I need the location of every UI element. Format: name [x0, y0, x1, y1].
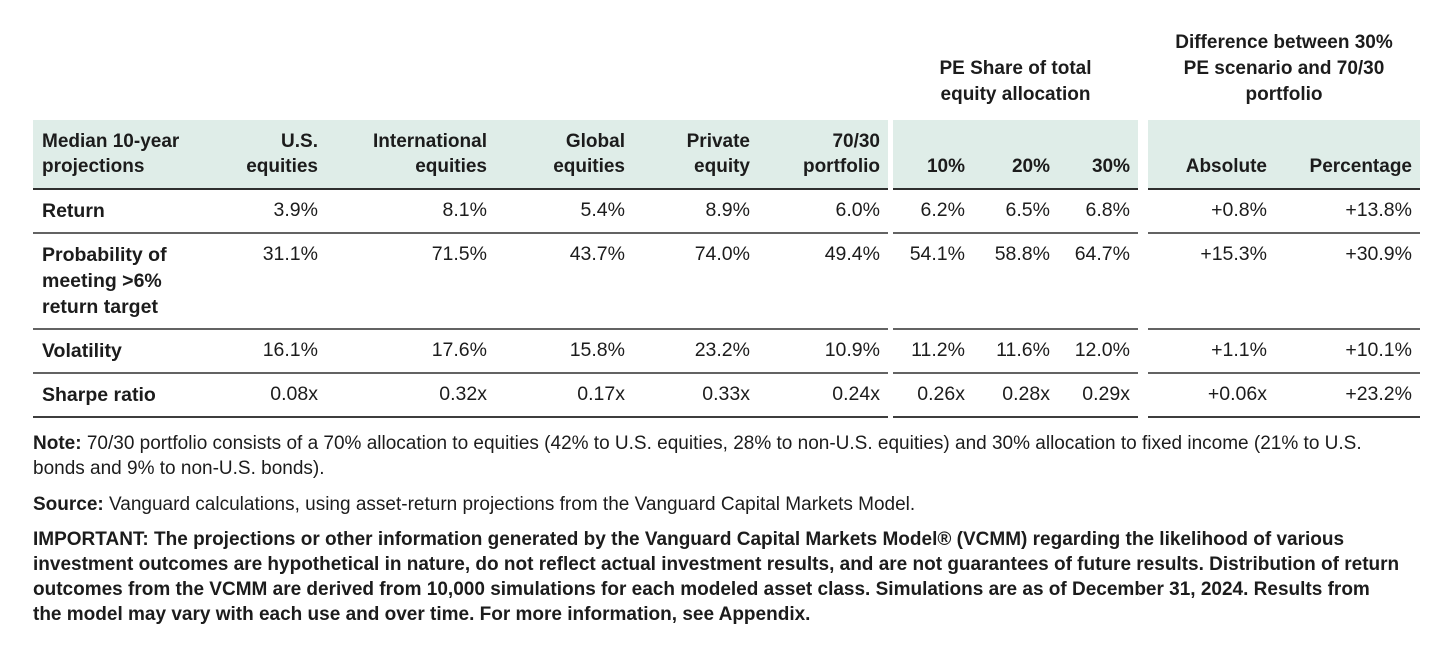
group-header-difference-label: Difference between 30% PE scenario and 7…	[1175, 32, 1393, 105]
table-cell: 8.9%	[633, 190, 758, 234]
table-cell: 49.4%	[758, 234, 888, 330]
table-cell: 5.4%	[495, 190, 633, 234]
table-cell: 23.2%	[633, 330, 758, 374]
table-cell: 0.17x	[495, 374, 633, 418]
table-cell: +15.3%	[1148, 234, 1275, 330]
note-paragraph: Note: 70/30 portfolio consists of a 70% …	[33, 431, 1401, 481]
table-cell: 10.9%	[758, 330, 888, 374]
table-cell: 71.5%	[326, 234, 495, 330]
table-cell: 8.1%	[326, 190, 495, 234]
table-cell: 0.24x	[758, 374, 888, 418]
table-cell: +10.1%	[1275, 330, 1420, 374]
table-row-return: Return 3.9% 8.1% 5.4% 8.9% 6.0% 6.2% 6.5…	[33, 190, 1420, 234]
table-cell: 0.33x	[633, 374, 758, 418]
note-text: 70/30 portfolio consists of a 70% alloca…	[33, 433, 1362, 479]
table-cell: +0.8%	[1148, 190, 1275, 234]
table-cell: 16.1%	[223, 330, 326, 374]
row-label: Volatility	[33, 330, 223, 374]
table-cell: 31.1%	[223, 234, 326, 330]
table-cell: 54.1%	[893, 234, 973, 330]
table-cell: 12.0%	[1058, 330, 1138, 374]
col-header-pe-10: 10%	[893, 120, 973, 190]
row-label: Sharpe ratio	[33, 374, 223, 418]
group-header-pe-share: PE Share of total equity allocation	[893, 56, 1138, 120]
table-cell: 6.5%	[973, 190, 1058, 234]
table-header-row: Median 10-year projections U.S. equities…	[33, 120, 1420, 190]
table-cell: 6.2%	[893, 190, 973, 234]
col-header-private-equity: Private equity	[633, 120, 758, 190]
table-cell: +0.06x	[1148, 374, 1275, 418]
col-header-pe-30: 30%	[1058, 120, 1138, 190]
section-gap	[1138, 374, 1148, 418]
col-header-percentage: Percentage	[1275, 120, 1420, 190]
table-cell: 0.29x	[1058, 374, 1138, 418]
table-row-volatility: Volatility 16.1% 17.6% 15.8% 23.2% 10.9%…	[33, 330, 1420, 374]
table-row-sharpe-ratio: Sharpe ratio 0.08x 0.32x 0.17x 0.33x 0.2…	[33, 374, 1420, 418]
table-cell: 0.32x	[326, 374, 495, 418]
section-gap	[888, 120, 893, 190]
col-header-absolute: Absolute	[1148, 120, 1275, 190]
group-header-pe-share-label: PE Share of total equity allocation	[939, 58, 1092, 105]
table-cell: 43.7%	[495, 234, 633, 330]
col-header-7030-portfolio: 70/30 portfolio	[758, 120, 888, 190]
section-gap	[1138, 190, 1148, 234]
row-label: Return	[33, 190, 223, 234]
table-cell: 0.26x	[893, 374, 973, 418]
footnotes: Note: 70/30 portfolio consists of a 70% …	[33, 431, 1401, 627]
section-gap	[1138, 330, 1148, 374]
table-cell: 3.9%	[223, 190, 326, 234]
table-cell: 6.0%	[758, 190, 888, 234]
table-cell: 0.08x	[223, 374, 326, 418]
table-cell: 15.8%	[495, 330, 633, 374]
table-cell: 74.0%	[633, 234, 758, 330]
table-cell: 11.6%	[973, 330, 1058, 374]
table-cell: +13.8%	[1275, 190, 1420, 234]
col-header-us-equities: U.S. equities	[223, 120, 326, 190]
table-cell: 58.8%	[973, 234, 1058, 330]
col-header-pe-20: 20%	[973, 120, 1058, 190]
col-header-international-equities: International equities	[326, 120, 495, 190]
table-row-probability: Probability of meeting >6% return target…	[33, 234, 1420, 330]
table-cell: 0.28x	[973, 374, 1058, 418]
group-header-difference: Difference between 30% PE scenario and 7…	[1148, 30, 1420, 120]
section-gap	[1138, 120, 1148, 190]
group-header-row: PE Share of total equity allocation Diff…	[33, 0, 1420, 120]
table-cell: +30.9%	[1275, 234, 1420, 330]
important-paragraph: IMPORTANT: The projections or other info…	[33, 529, 1400, 625]
table-cell: 64.7%	[1058, 234, 1138, 330]
col-header-global-equities: Global equities	[495, 120, 633, 190]
table-cell: +1.1%	[1148, 330, 1275, 374]
section-gap	[1138, 234, 1148, 330]
source-paragraph: Source: Vanguard calculations, using ass…	[33, 492, 1401, 517]
table-cell: 6.8%	[1058, 190, 1138, 234]
col-header-row-title: Median 10-year projections	[33, 120, 223, 190]
source-label: Source:	[33, 494, 104, 515]
table-cell: +23.2%	[1275, 374, 1420, 418]
row-label: Probability of meeting >6% return target	[33, 234, 223, 330]
note-label: Note:	[33, 433, 82, 454]
table-cell: 11.2%	[893, 330, 973, 374]
source-text: Vanguard calculations, using asset-retur…	[103, 494, 916, 515]
table-cell: 17.6%	[326, 330, 495, 374]
